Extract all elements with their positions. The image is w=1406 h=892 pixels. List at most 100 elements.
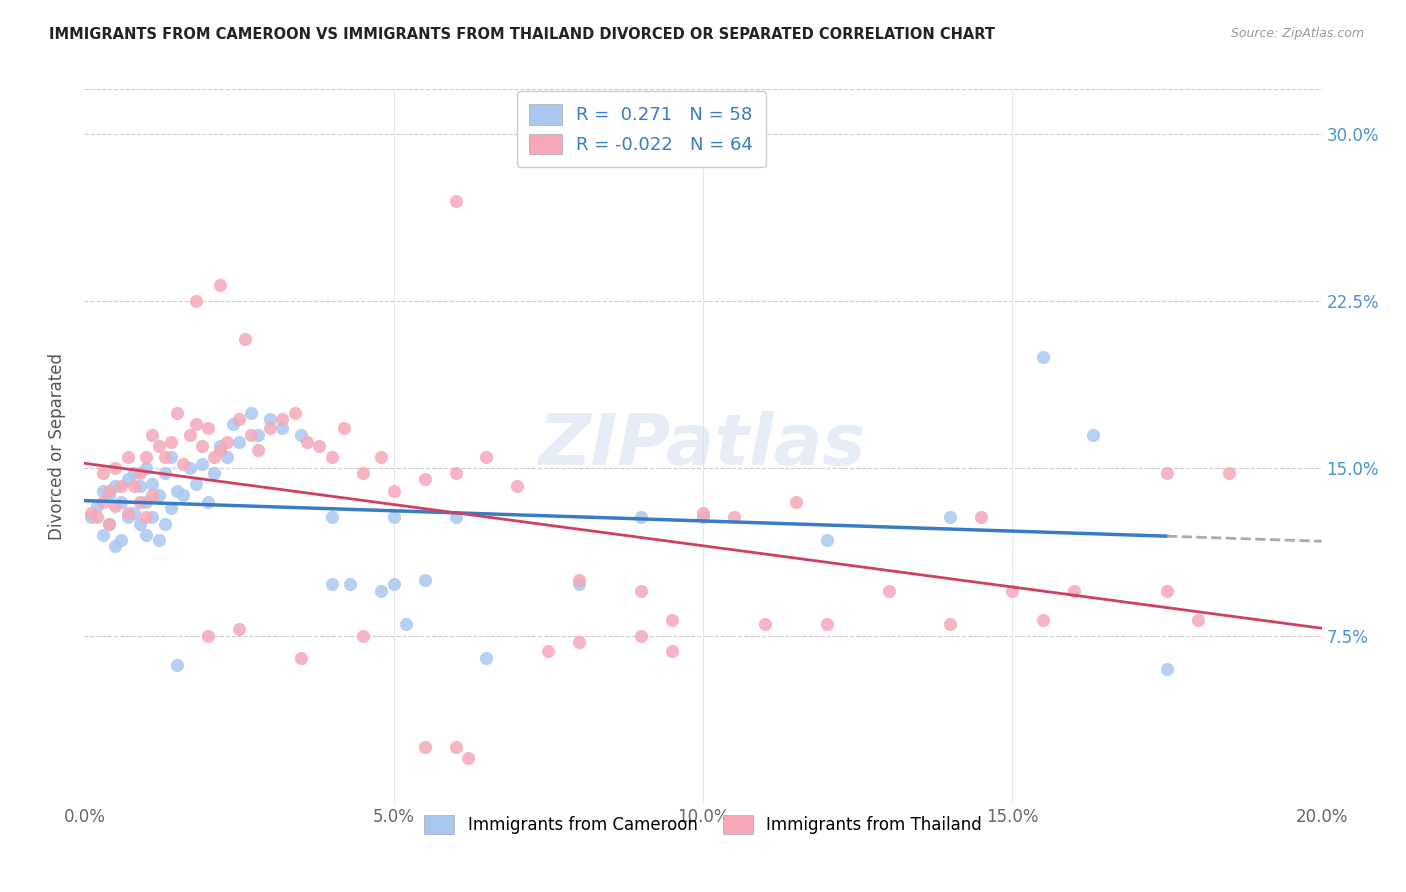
Text: Source: ZipAtlas.com: Source: ZipAtlas.com [1230,27,1364,40]
Point [148,439,170,453]
Point [1187,613,1209,627]
Point [321,450,343,464]
Point [259,421,281,435]
Point [129,479,152,493]
Point [382,510,405,524]
Point [91,483,114,498]
Point [79,510,101,524]
Point [246,443,269,458]
Point [166,657,188,672]
Point [197,494,219,508]
Point [815,533,838,547]
Point [129,516,152,531]
Point [568,635,591,649]
Point [141,510,163,524]
Point [271,421,294,435]
Point [370,583,392,598]
Point [259,412,281,426]
Point [184,293,207,308]
Point [86,510,108,524]
Point [568,577,591,591]
Point [308,439,330,453]
Text: ZIPatlas: ZIPatlas [540,411,866,481]
Point [939,510,962,524]
Point [197,628,219,642]
Point [209,439,232,453]
Point [877,583,900,598]
Point [172,488,194,502]
Point [630,583,652,598]
Point [86,499,108,513]
Point [444,510,467,524]
Point [184,417,207,431]
Point [209,443,232,458]
Point [240,427,263,442]
Point [457,751,479,765]
Point [1063,583,1085,598]
Point [141,427,163,442]
Point [98,516,121,531]
Point [104,499,127,513]
Point [122,466,145,480]
Point [630,628,652,642]
Point [661,644,683,658]
Point [166,483,188,498]
Point [939,617,962,632]
Point [815,617,838,632]
Point [339,577,361,591]
Point [370,450,392,464]
Point [135,461,157,475]
Point [1218,466,1240,480]
Point [506,479,529,493]
Point [321,577,343,591]
Point [160,450,183,464]
Point [141,488,163,502]
Point [290,651,312,665]
Point [117,506,139,520]
Point [233,332,256,346]
Text: IMMIGRANTS FROM CAMEROON VS IMMIGRANTS FROM THAILAND DIVORCED OR SEPARATED CORRE: IMMIGRANTS FROM CAMEROON VS IMMIGRANTS F… [49,27,995,42]
Point [444,466,467,480]
Point [228,412,250,426]
Point [413,473,436,487]
Point [179,461,201,475]
Point [160,501,183,516]
Point [122,479,145,493]
Point [444,194,467,208]
Point [692,510,714,524]
Point [141,476,163,491]
Point [1032,350,1054,364]
Point [135,510,157,524]
Point [135,450,157,464]
Point [191,439,214,453]
Point [537,644,560,658]
Point [475,651,498,665]
Point [148,533,170,547]
Legend: Immigrants from Cameroon, Immigrants from Thailand: Immigrants from Cameroon, Immigrants fro… [415,805,991,845]
Point [166,405,188,419]
Point [785,494,807,508]
Point [321,510,343,524]
Point [333,421,356,435]
Point [630,510,652,524]
Point [1156,466,1178,480]
Point [91,528,114,542]
Point [91,466,114,480]
Point [1081,427,1104,442]
Point [135,528,157,542]
Point [117,510,139,524]
Point [129,494,152,508]
Point [215,434,238,449]
Point [135,494,157,508]
Point [110,479,132,493]
Point [179,427,201,442]
Point [295,434,318,449]
Point [1156,583,1178,598]
Point [1156,662,1178,676]
Point [110,494,132,508]
Point [202,450,225,464]
Point [117,450,139,464]
Point [209,278,232,293]
Point [98,488,121,502]
Point [228,622,250,636]
